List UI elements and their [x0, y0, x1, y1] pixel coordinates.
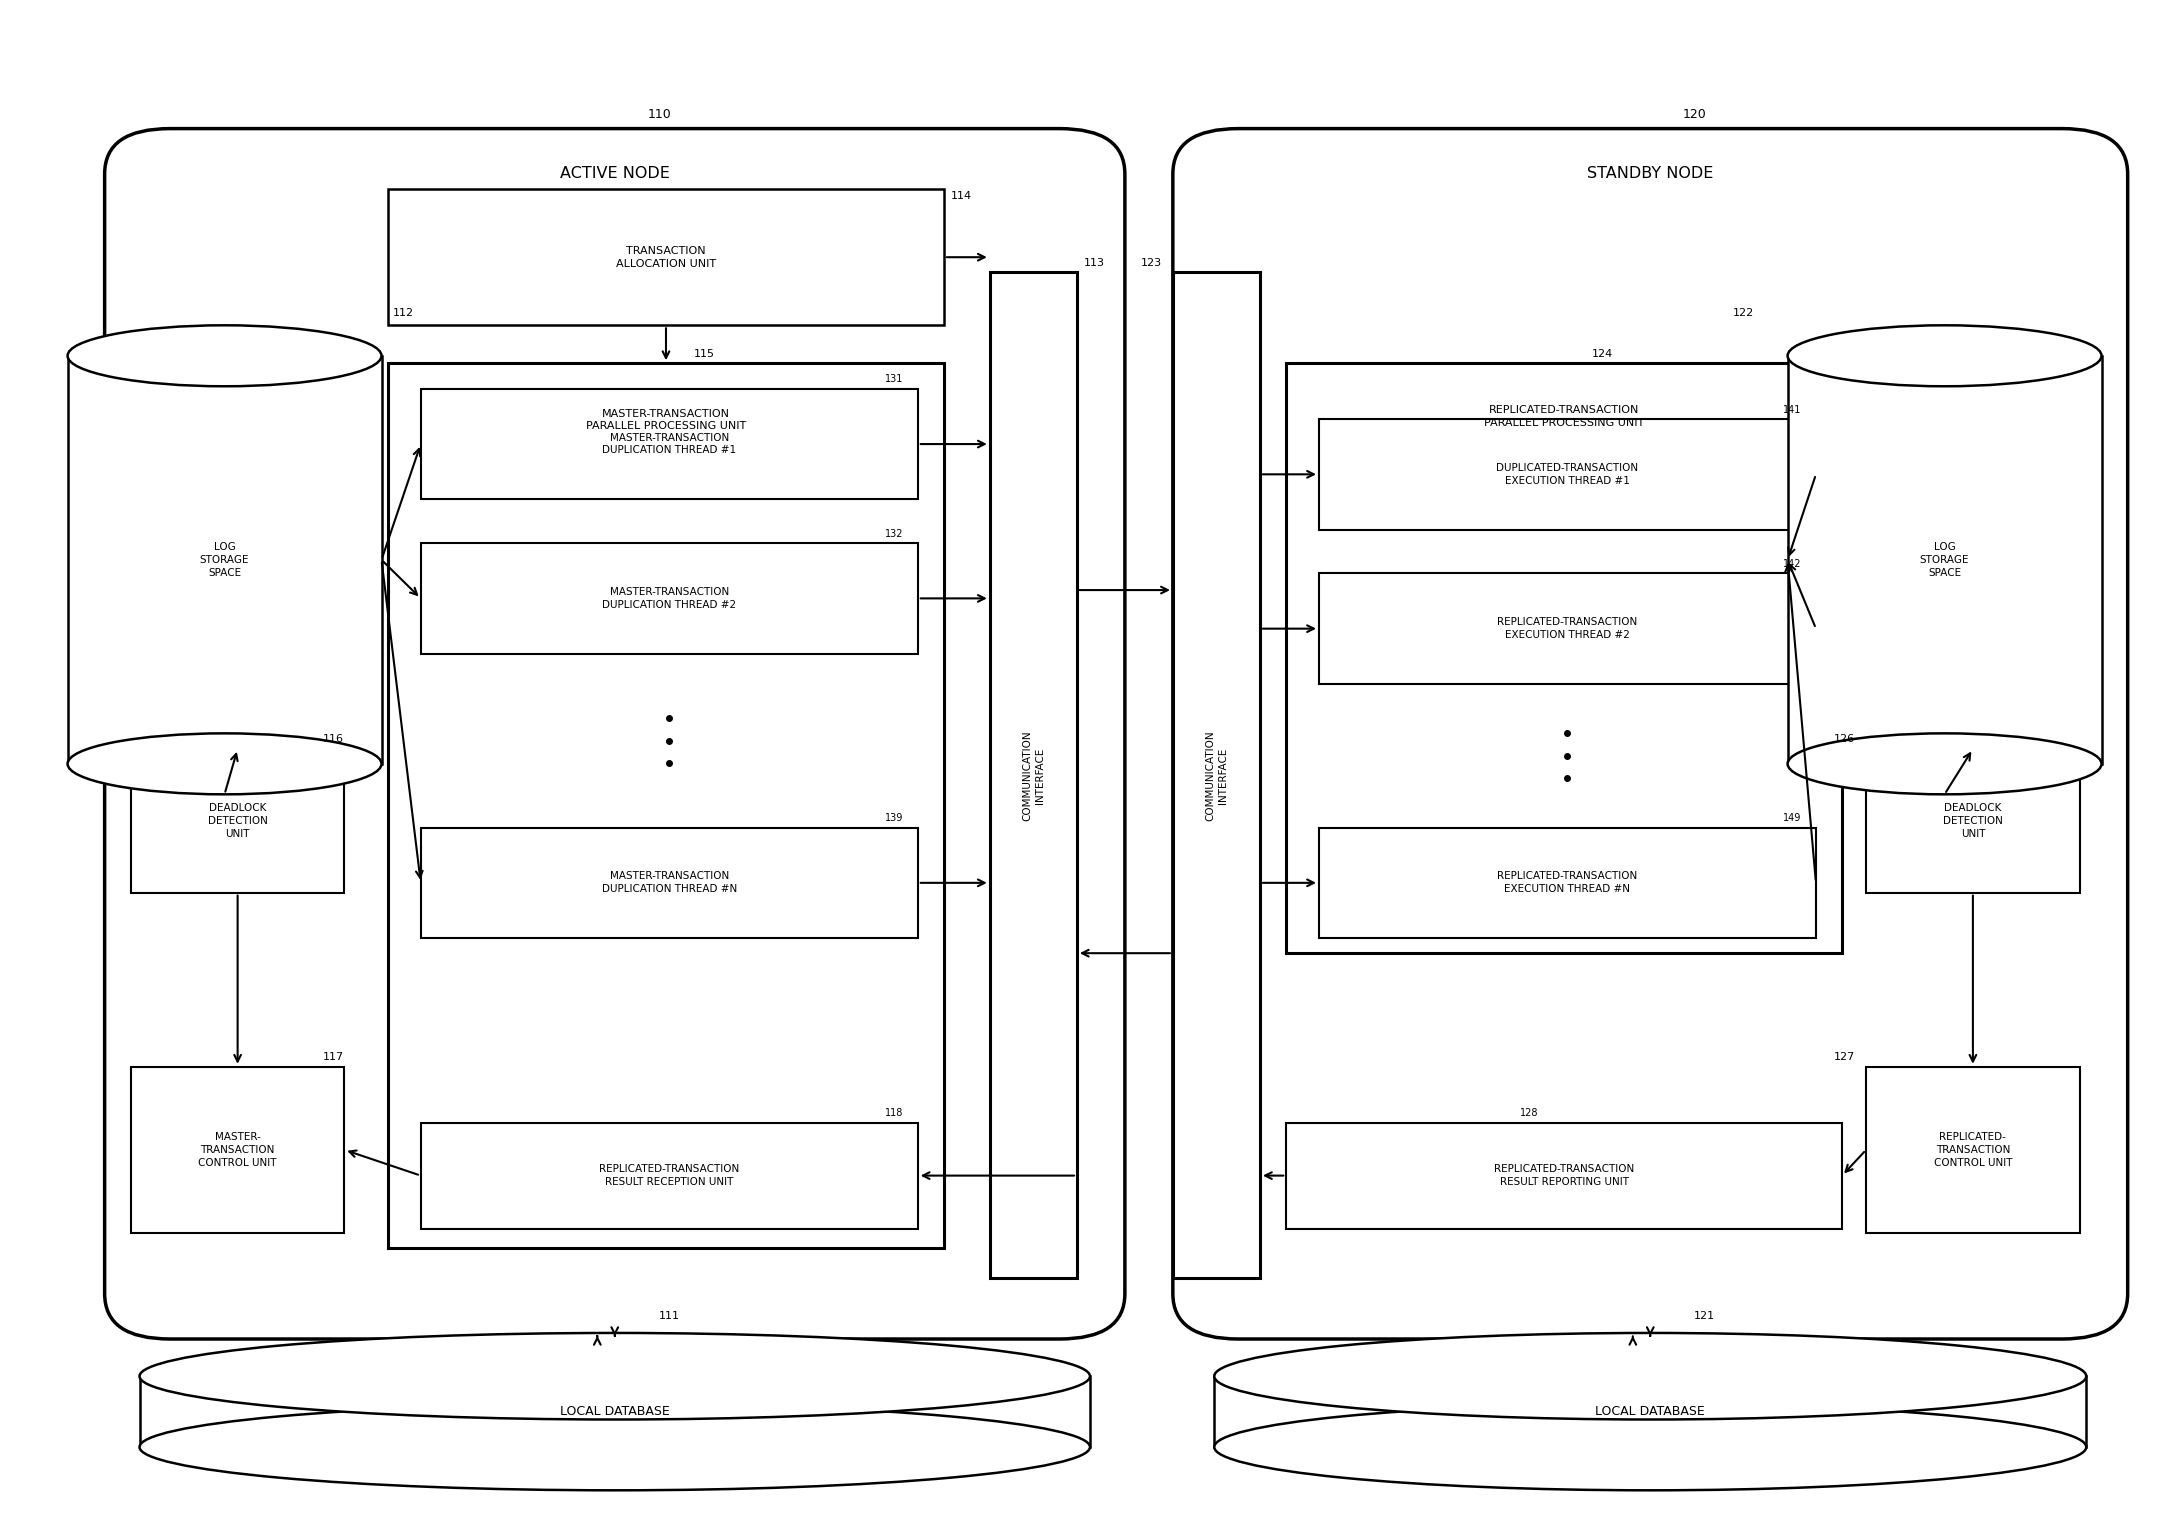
Ellipse shape	[1214, 1404, 2086, 1490]
Ellipse shape	[140, 1333, 1090, 1419]
Ellipse shape	[1788, 734, 2102, 794]
Text: TRANSACTION
ALLOCATION UNIT: TRANSACTION ALLOCATION UNIT	[617, 245, 715, 269]
Text: 117: 117	[323, 1052, 344, 1062]
Text: STANDBY NODE: STANDBY NODE	[1587, 166, 1713, 182]
Text: ACTIVE NODE: ACTIVE NODE	[560, 166, 669, 182]
Bar	[1319, 828, 1816, 938]
Bar	[1214, 1377, 2086, 1446]
Text: COMMUNICATION
INTERFACE: COMMUNICATION INTERFACE	[1022, 731, 1044, 820]
Ellipse shape	[1214, 1333, 2086, 1419]
Bar	[70, 356, 379, 764]
Text: 122: 122	[1733, 307, 1755, 318]
Bar	[140, 1377, 1090, 1446]
Text: 118: 118	[885, 1108, 903, 1118]
Bar	[388, 189, 944, 325]
Bar	[1790, 356, 2099, 764]
Text: LOG
STORAGE
SPACE: LOG STORAGE SPACE	[201, 542, 249, 578]
Text: 126: 126	[1833, 734, 1855, 744]
Text: 132: 132	[885, 528, 903, 539]
Text: 111: 111	[658, 1310, 680, 1321]
Text: MASTER-TRANSACTION
DUPLICATION THREAD #2: MASTER-TRANSACTION DUPLICATION THREAD #2	[602, 587, 737, 610]
Text: REPLICATED-TRANSACTION
EXECUTION THREAD #N: REPLICATED-TRANSACTION EXECUTION THREAD …	[1498, 871, 1637, 894]
Bar	[142, 1377, 1088, 1446]
Bar	[1866, 1067, 2080, 1233]
Text: 141: 141	[1783, 404, 1801, 415]
Text: REPLICATED-TRANSACTION
EXECUTION THREAD #2: REPLICATED-TRANSACTION EXECUTION THREAD …	[1498, 617, 1637, 640]
Text: DUPLICATED-TRANSACTION
EXECUTION THREAD #1: DUPLICATED-TRANSACTION EXECUTION THREAD …	[1495, 463, 1639, 486]
Text: DEADLOCK
DETECTION
UNIT: DEADLOCK DETECTION UNIT	[207, 803, 268, 838]
Bar	[421, 1123, 918, 1229]
Ellipse shape	[68, 734, 381, 794]
Ellipse shape	[140, 1404, 1090, 1490]
Bar	[1286, 1123, 1842, 1229]
Bar	[990, 272, 1077, 1278]
Bar	[388, 363, 944, 1248]
FancyBboxPatch shape	[1173, 129, 2128, 1339]
Text: LOCAL DATABASE: LOCAL DATABASE	[560, 1406, 669, 1418]
Text: 124: 124	[1591, 348, 1613, 359]
Text: MASTER-TRANSACTION
PARALLEL PROCESSING UNIT: MASTER-TRANSACTION PARALLEL PROCESSING U…	[586, 409, 746, 431]
Text: 116: 116	[323, 734, 344, 744]
Text: COMMUNICATION
INTERFACE: COMMUNICATION INTERFACE	[1206, 731, 1227, 820]
Text: 110: 110	[647, 107, 671, 121]
Text: 113: 113	[1083, 257, 1105, 268]
Text: 127: 127	[1833, 1052, 1855, 1062]
Text: 120: 120	[1683, 107, 1707, 121]
Text: 131: 131	[885, 374, 903, 384]
Text: 128: 128	[1519, 1108, 1539, 1118]
Bar	[1286, 363, 1842, 953]
Text: 114: 114	[950, 191, 972, 201]
Text: 115: 115	[693, 348, 715, 359]
Text: 149: 149	[1783, 812, 1801, 823]
Bar	[421, 543, 918, 654]
Ellipse shape	[68, 325, 381, 386]
Text: DEADLOCK
DETECTION
UNIT: DEADLOCK DETECTION UNIT	[1942, 803, 2003, 838]
Text: REPLICATED-
TRANSACTION
CONTROL UNIT: REPLICATED- TRANSACTION CONTROL UNIT	[1934, 1132, 2012, 1168]
Ellipse shape	[1788, 325, 2102, 386]
Bar	[421, 389, 918, 499]
Text: 123: 123	[1140, 257, 1162, 268]
Text: LOG
STORAGE
SPACE: LOG STORAGE SPACE	[1921, 542, 1969, 578]
Bar	[131, 1067, 344, 1233]
Text: MASTER-
TRANSACTION
CONTROL UNIT: MASTER- TRANSACTION CONTROL UNIT	[198, 1132, 277, 1168]
Bar	[1788, 356, 2102, 764]
Bar	[1173, 272, 1260, 1278]
Bar	[131, 749, 344, 893]
Text: 139: 139	[885, 812, 903, 823]
Bar	[1319, 573, 1816, 684]
Text: 121: 121	[1694, 1310, 1716, 1321]
Bar	[1866, 749, 2080, 893]
Text: MASTER-TRANSACTION
DUPLICATION THREAD #1: MASTER-TRANSACTION DUPLICATION THREAD #1	[602, 433, 737, 455]
Text: REPLICATED-TRANSACTION
RESULT RECEPTION UNIT: REPLICATED-TRANSACTION RESULT RECEPTION …	[600, 1163, 739, 1188]
Bar	[68, 356, 381, 764]
Text: LOCAL DATABASE: LOCAL DATABASE	[1596, 1406, 1705, 1418]
Text: REPLICATED-TRANSACTION
RESULT REPORTING UNIT: REPLICATED-TRANSACTION RESULT REPORTING …	[1493, 1163, 1635, 1188]
Text: REPLICATED-TRANSACTION
PARALLEL PROCESSING UNIT: REPLICATED-TRANSACTION PARALLEL PROCESSI…	[1485, 405, 1644, 428]
Bar	[1216, 1377, 2084, 1446]
FancyBboxPatch shape	[105, 129, 1125, 1339]
Text: MASTER-TRANSACTION
DUPLICATION THREAD #N: MASTER-TRANSACTION DUPLICATION THREAD #N	[602, 871, 737, 894]
Text: 142: 142	[1783, 558, 1801, 569]
Bar	[421, 828, 918, 938]
Text: 112: 112	[392, 307, 414, 318]
Bar	[1319, 419, 1816, 530]
